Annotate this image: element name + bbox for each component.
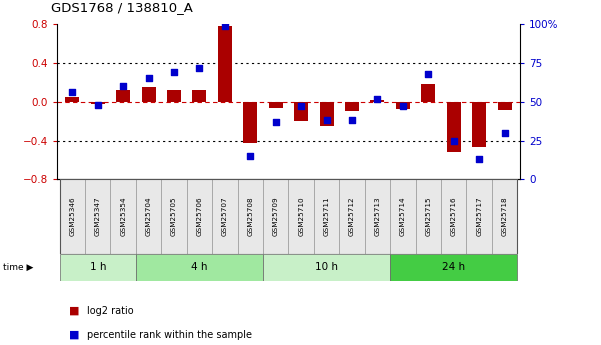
Text: 4 h: 4 h — [191, 263, 208, 272]
Bar — [59, 254, 136, 281]
Text: GSM25716: GSM25716 — [451, 197, 457, 236]
Point — [296, 104, 306, 109]
Point — [67, 90, 77, 95]
Bar — [472, 102, 486, 147]
Point — [347, 118, 357, 123]
Text: ■: ■ — [69, 330, 79, 339]
Bar — [85, 179, 111, 254]
Point — [271, 119, 281, 125]
Bar — [447, 102, 461, 152]
Bar — [243, 102, 257, 142]
Point — [398, 104, 407, 109]
Text: GSM25706: GSM25706 — [197, 197, 203, 236]
Bar — [66, 97, 79, 102]
Bar — [269, 102, 282, 108]
Bar — [136, 254, 263, 281]
Text: GSM25710: GSM25710 — [298, 197, 304, 236]
Text: GSM25346: GSM25346 — [69, 197, 75, 236]
Bar — [59, 179, 85, 254]
Text: GSM25713: GSM25713 — [374, 197, 380, 236]
Text: GDS1768 / 138810_A: GDS1768 / 138810_A — [51, 1, 193, 14]
Bar — [192, 90, 207, 102]
Bar — [294, 102, 308, 121]
Text: GSM25714: GSM25714 — [400, 197, 406, 236]
Point — [118, 83, 128, 89]
Bar — [396, 102, 410, 109]
Text: ■: ■ — [69, 306, 79, 315]
Text: log2 ratio: log2 ratio — [87, 306, 134, 315]
Bar — [340, 179, 365, 254]
Bar — [314, 179, 340, 254]
Bar — [187, 179, 212, 254]
Text: GSM25347: GSM25347 — [95, 197, 101, 236]
Point — [246, 153, 255, 159]
Text: 10 h: 10 h — [315, 263, 338, 272]
Bar — [345, 102, 359, 111]
Text: time ▶: time ▶ — [3, 263, 34, 272]
Bar — [161, 179, 187, 254]
Point — [449, 138, 459, 144]
Text: GSM25712: GSM25712 — [349, 197, 355, 236]
Bar — [390, 254, 517, 281]
Point — [220, 23, 230, 28]
Bar — [218, 26, 232, 102]
Point — [195, 65, 204, 70]
Bar — [288, 179, 314, 254]
Point — [373, 96, 382, 101]
Bar — [390, 179, 416, 254]
Bar — [492, 179, 517, 254]
Bar — [91, 102, 105, 104]
Bar — [498, 102, 511, 109]
Bar — [237, 179, 263, 254]
Bar — [416, 179, 441, 254]
Text: GSM25354: GSM25354 — [120, 197, 126, 236]
Text: 1 h: 1 h — [90, 263, 106, 272]
Bar — [136, 179, 161, 254]
Bar — [466, 179, 492, 254]
Text: percentile rank within the sample: percentile rank within the sample — [87, 330, 252, 339]
Text: GSM25705: GSM25705 — [171, 197, 177, 236]
Point — [169, 69, 179, 75]
Text: GSM25717: GSM25717 — [476, 197, 482, 236]
Text: GSM25707: GSM25707 — [222, 197, 228, 236]
Bar — [111, 179, 136, 254]
Point — [322, 118, 331, 123]
Text: 24 h: 24 h — [442, 263, 465, 272]
Point — [424, 71, 433, 77]
Bar — [212, 179, 237, 254]
Bar — [441, 179, 466, 254]
Bar — [421, 84, 435, 102]
Bar — [142, 87, 156, 102]
Bar — [370, 100, 385, 102]
Point — [144, 76, 153, 81]
Bar — [320, 102, 334, 126]
Text: GSM25718: GSM25718 — [502, 197, 508, 236]
Point — [474, 157, 484, 162]
Point — [500, 130, 510, 136]
Bar — [116, 90, 130, 102]
Text: GSM25704: GSM25704 — [145, 197, 151, 236]
Text: GSM25711: GSM25711 — [323, 197, 329, 236]
Bar — [263, 179, 288, 254]
Text: GSM25715: GSM25715 — [426, 197, 432, 236]
Point — [93, 102, 103, 108]
Text: GSM25709: GSM25709 — [273, 197, 279, 236]
Bar — [263, 254, 390, 281]
Bar — [365, 179, 390, 254]
Bar — [167, 90, 181, 102]
Text: GSM25708: GSM25708 — [248, 197, 254, 236]
